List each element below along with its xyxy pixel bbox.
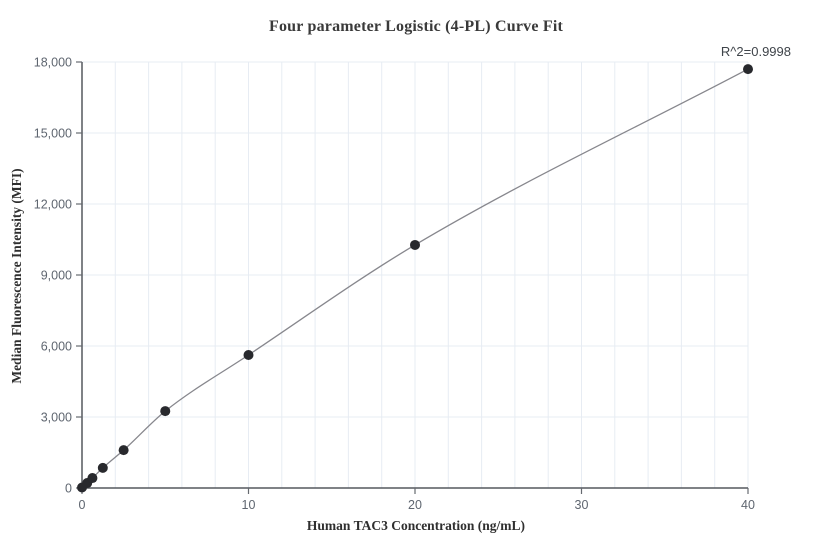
- y-tick-label: 12,000: [34, 198, 72, 212]
- y-tick-label: 0: [65, 482, 72, 496]
- x-tick-label: 40: [741, 498, 755, 512]
- y-tick-label: 3,000: [41, 411, 72, 425]
- x-axis-title: Human TAC3 Concentration (ng/mL): [306, 518, 526, 533]
- x-tick-label: 0: [79, 498, 86, 512]
- x-tick-label: 10: [242, 498, 256, 512]
- data-point: [87, 473, 98, 484]
- data-point: [410, 239, 420, 250]
- chart-title: Four parameter Logistic (4-PL) Curve Fit: [268, 18, 563, 35]
- y-tick-label: 18,000: [34, 56, 72, 70]
- y-tick-label: 9,000: [41, 269, 72, 283]
- r-squared-annotation: R^2=0.9998: [720, 44, 791, 59]
- data-point: [243, 349, 254, 360]
- x-tick-label: 30: [575, 498, 589, 512]
- y-tick-label: 15,000: [34, 127, 72, 141]
- data-point: [743, 64, 753, 75]
- data-point: [97, 462, 108, 473]
- x-tick-label: 20: [408, 498, 422, 512]
- data-point: [118, 445, 129, 456]
- data-point: [160, 406, 171, 417]
- y-tick-label: 6,000: [41, 340, 72, 354]
